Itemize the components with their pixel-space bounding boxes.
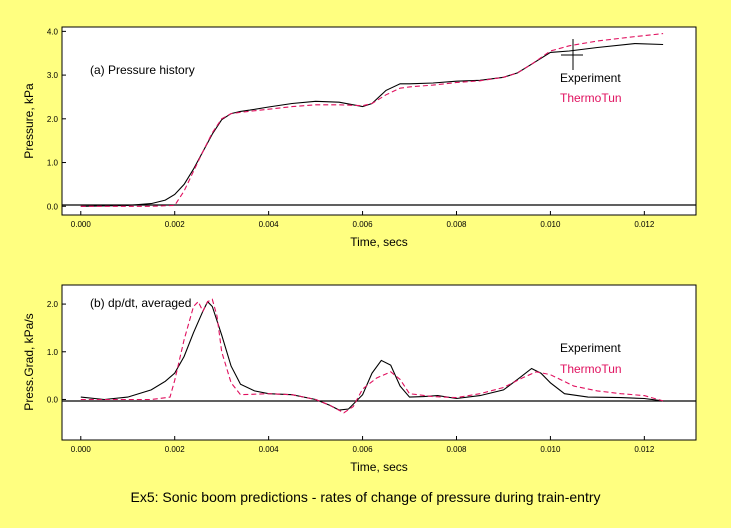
x-tick-label-b: 0.000 xyxy=(71,445,92,454)
x-tick-label-b: 0.012 xyxy=(634,445,655,454)
panel-a: 0.000 0.002 0.004 0.006 0.008 0.010 0.012 0.0 1… xyxy=(22,26,697,249)
series-line-experiment-b xyxy=(80,300,664,411)
x-tick-label-b: 0.010 xyxy=(540,445,561,454)
x-tick-label-b: 0.004 xyxy=(259,445,280,454)
x-tick-label-a: 0.000 xyxy=(71,220,92,229)
x-tick-label-b: 0.008 xyxy=(446,445,467,454)
series-line-thermotun-a xyxy=(80,33,664,207)
x-tick-label-a: 0.002 xyxy=(165,220,186,229)
series-line-thermotun-b xyxy=(80,298,664,414)
y-tick-label-b: 1.0 xyxy=(47,348,59,357)
x-tick-label-a: 0.004 xyxy=(259,220,280,229)
annotation-a: (a) Pressure history xyxy=(90,63,195,77)
figure-caption: Ex5: Sonic boom predictions - rates of c… xyxy=(130,489,601,505)
y-tick-label-b: 2.0 xyxy=(47,300,59,309)
x-tick-label-b: 0.002 xyxy=(165,445,186,454)
annotation-b: (b) dp/dt, averaged xyxy=(90,296,191,310)
panel-b: 0.000 0.002 0.004 0.006 0.008 0.010 0.012 0.0 1… xyxy=(22,284,697,474)
legend-thermotun-a: ThermoTun xyxy=(560,91,622,105)
plot-area-a xyxy=(61,26,697,216)
legend-experiment-b: Experiment xyxy=(560,341,621,355)
x-tick-label-a: 0.012 xyxy=(634,220,655,229)
y-axis-label-b: Press.Grad, kPa/s xyxy=(22,313,36,410)
series-a xyxy=(80,33,664,207)
yticks-b: 0.0 1.0 2.0 xyxy=(47,300,66,404)
y-tick-label-a: 2.0 xyxy=(47,115,59,124)
x-tick-label-a: 0.008 xyxy=(446,220,467,229)
yticks-a: 0.0 1.0 2.0 3.0 4.0 xyxy=(47,27,66,211)
x-axis-label-a: Time, secs xyxy=(350,235,408,249)
x-tick-label-a: 0.010 xyxy=(540,220,561,229)
y-tick-label-b: 0.0 xyxy=(47,395,59,404)
y-tick-label-a: 0.0 xyxy=(47,202,59,211)
xticks-b: 0.000 0.002 0.004 0.006 0.008 0.010 0.012 xyxy=(71,436,655,454)
plot-area-b xyxy=(61,284,697,441)
legend-experiment-a: Experiment xyxy=(560,71,621,85)
x-tick-label-a: 0.006 xyxy=(353,220,374,229)
y-tick-label-a: 4.0 xyxy=(47,27,59,36)
xticks-a: 0.000 0.002 0.004 0.006 0.008 0.010 0.012 xyxy=(71,211,655,229)
y-tick-label-a: 3.0 xyxy=(47,71,59,80)
legend-thermotun-b: ThermoTun xyxy=(560,362,622,376)
series-b xyxy=(80,298,664,414)
x-axis-label-b: Time, secs xyxy=(350,460,408,474)
x-tick-label-b: 0.006 xyxy=(353,445,374,454)
y-tick-label-a: 1.0 xyxy=(47,159,59,168)
figure: 0.000 0.002 0.004 0.006 0.008 0.010 0.012 0.01… xyxy=(22,26,697,474)
y-axis-label-a: Pressure, kPa xyxy=(22,83,36,159)
